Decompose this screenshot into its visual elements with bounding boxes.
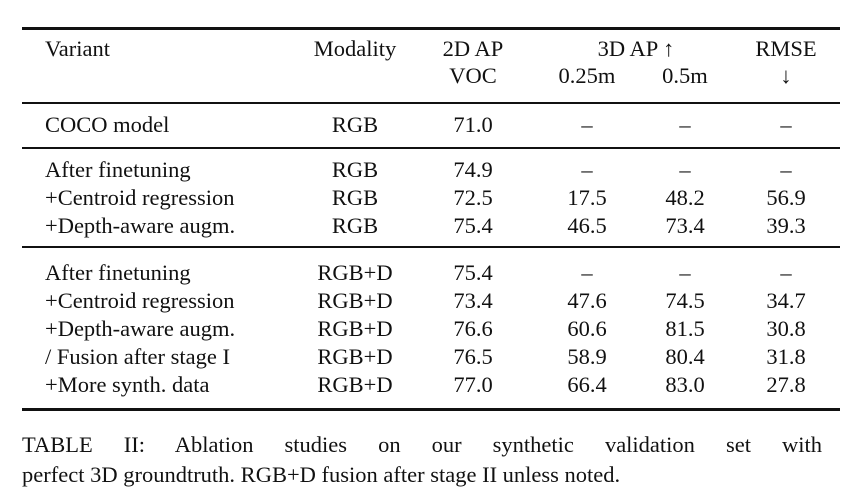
header-rmse: RMSE xyxy=(755,36,817,61)
cell-rmse: 30.8 xyxy=(766,316,806,341)
cell-ap3d-05m: – xyxy=(679,157,691,182)
cell-rmse: 34.7 xyxy=(766,288,806,313)
cell-ap3d-025m: 46.5 xyxy=(567,213,607,238)
cell-ap3d-025m: 17.5 xyxy=(567,185,607,210)
cell-variant: / Fusion after stage I xyxy=(45,344,230,369)
header-3d-ap: 3D AP ↑ xyxy=(597,36,675,61)
cell-ap2d-voc: 71.0 xyxy=(453,112,493,137)
cell-ap3d-025m: 47.6 xyxy=(567,288,607,313)
header-rmse-arrow: ↓ xyxy=(780,63,792,88)
cell-modality: RGB+D xyxy=(317,372,393,397)
cell-modality: RGB xyxy=(331,157,379,182)
cell-modality: RGB xyxy=(331,185,379,210)
caption-line-2: perfect 3D groundtruth. RGB+D fusion aft… xyxy=(22,462,621,487)
cell-ap3d-025m: 58.9 xyxy=(567,344,607,369)
cell-ap2d-voc: 75.4 xyxy=(453,260,493,285)
header-rule xyxy=(22,102,840,104)
cell-ap3d-05m: 73.4 xyxy=(665,213,705,238)
header-2d-ap: 2D AP xyxy=(442,36,504,61)
cell-variant: COCO model xyxy=(45,112,170,137)
cell-rmse: 56.9 xyxy=(766,185,806,210)
cell-ap3d-025m: 66.4 xyxy=(567,372,607,397)
header-modality: Modality xyxy=(313,36,397,61)
cell-ap3d-05m: 83.0 xyxy=(665,372,705,397)
top-rule xyxy=(22,27,840,30)
cell-rmse: 39.3 xyxy=(766,213,806,238)
cell-ap2d-voc: 73.4 xyxy=(453,288,493,313)
cell-ap2d-voc: 76.5 xyxy=(453,344,493,369)
header-05m: 0.5m xyxy=(662,63,708,88)
header-variant: Variant xyxy=(45,36,110,61)
cell-rmse: – xyxy=(780,157,792,182)
cell-rmse: 31.8 xyxy=(766,344,806,369)
cell-modality: RGB+D xyxy=(317,316,393,341)
cell-modality: RGB xyxy=(331,112,379,137)
cell-variant: +Centroid regression xyxy=(45,288,235,313)
cell-variant: +Depth-aware augm. xyxy=(45,213,236,238)
cell-ap3d-025m: – xyxy=(581,157,593,182)
cell-ap3d-025m: 60.6 xyxy=(567,316,607,341)
cell-variant: +Centroid regression xyxy=(45,185,235,210)
cell-ap2d-voc: 76.6 xyxy=(453,316,493,341)
header-025m: 0.25m xyxy=(558,63,616,88)
cell-ap3d-05m: – xyxy=(679,112,691,137)
header-voc: VOC xyxy=(449,63,497,88)
cell-ap3d-025m: – xyxy=(581,260,593,285)
bottom-rule xyxy=(22,408,840,411)
cell-ap3d-05m: 80.4 xyxy=(665,344,705,369)
cell-modality: RGB xyxy=(331,213,379,238)
cell-variant: After finetuning xyxy=(45,260,191,285)
cell-variant: +Depth-aware augm. xyxy=(45,316,236,341)
caption-line-1: TABLE II: Ablation studies on our synthe… xyxy=(22,432,822,457)
cell-ap3d-05m: 74.5 xyxy=(665,288,705,313)
cell-modality: RGB+D xyxy=(317,288,393,313)
cell-rmse: – xyxy=(780,112,792,137)
group-rule xyxy=(22,246,840,248)
cell-ap3d-05m: 48.2 xyxy=(665,185,705,210)
cell-ap2d-voc: 72.5 xyxy=(453,185,493,210)
cell-variant: After finetuning xyxy=(45,157,191,182)
cell-ap2d-voc: 75.4 xyxy=(453,213,493,238)
cell-modality: RGB+D xyxy=(317,260,393,285)
cell-variant: +More synth. data xyxy=(45,372,210,397)
cell-modality: RGB+D xyxy=(317,344,393,369)
cell-ap3d-05m: – xyxy=(679,260,691,285)
table-caption: TABLE II: Ablation studies on our synthe… xyxy=(22,430,822,490)
group-rule xyxy=(22,147,840,149)
cell-rmse: – xyxy=(780,260,792,285)
cell-ap2d-voc: 74.9 xyxy=(453,157,493,182)
cell-ap3d-025m: – xyxy=(581,112,593,137)
cell-ap3d-05m: 81.5 xyxy=(665,316,705,341)
cell-ap2d-voc: 77.0 xyxy=(453,372,493,397)
cell-rmse: 27.8 xyxy=(766,372,806,397)
